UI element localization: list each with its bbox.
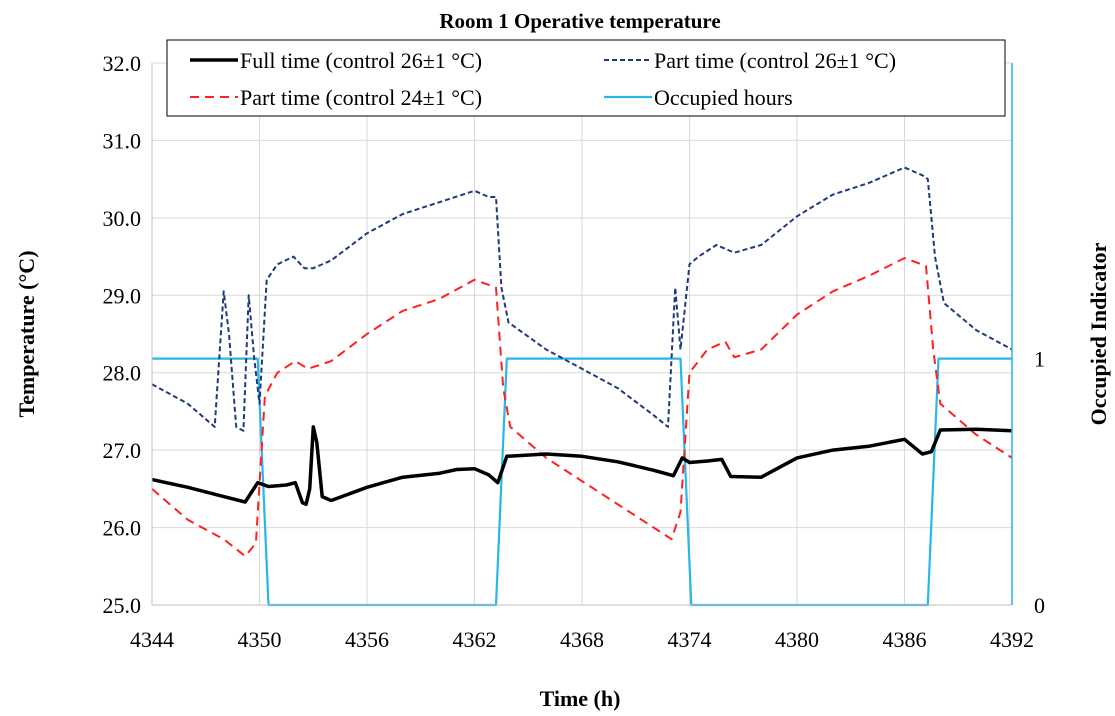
x-tick-label: 4362 (453, 627, 497, 652)
y-tick-labels: 25.0 26.0 27.0 28.0 29.0 30.0 31.0 32.0 (103, 51, 142, 618)
x-tick-label: 4392 (990, 627, 1034, 652)
y2-tick-labels: 01 (1034, 347, 1045, 618)
legend-label-2: Part time (control 24±1 °C) (240, 85, 482, 110)
x-tick-label: 4368 (560, 627, 604, 652)
y-tick-label: 28.0 (103, 361, 142, 386)
series-line-0 (151, 425, 1013, 507)
y-tick-label: 31.0 (103, 128, 142, 153)
y-tick-label: 27.0 (103, 438, 142, 463)
y-tick-label: 26.0 (103, 516, 142, 541)
series-line-3 (152, 357, 1012, 607)
y-tick-label: 30.0 (103, 206, 142, 231)
x-tick-label: 4344 (130, 627, 174, 652)
x-tick-label: 4350 (238, 627, 282, 652)
y-axis-title: Temperature (°C) (14, 250, 39, 417)
legend-box (166, 39, 1006, 117)
x-axis-title: Time (h) (540, 686, 621, 711)
y2-tick-label: 1 (1034, 347, 1045, 372)
legend-label-1: Part time (control 26±1 °C) (654, 48, 896, 73)
y-tick-label: 25.0 (103, 593, 142, 618)
x-tick-labels: 4344 4350 4356 4362 4368 4374 4380 4386 4392 (130, 627, 1034, 652)
x-tick-label: 4380 (775, 627, 819, 652)
y2-tick-label: 0 (1034, 593, 1045, 618)
y-tick-label: 29.0 (103, 283, 142, 308)
y2-axis-title: Occupied Indicator (1086, 242, 1111, 425)
series-line-2 (151, 257, 1013, 558)
y-tick-label: 32.0 (103, 51, 142, 76)
series-layer (151, 166, 1013, 607)
x-tick-label: 4386 (883, 627, 927, 652)
series-line-1 (151, 166, 1013, 432)
legend: Full time (control 26±1 °C) Part time (co… (166, 39, 1006, 117)
legend-label-3: Occupied hours (654, 85, 793, 110)
x-tick-label: 4374 (668, 627, 712, 652)
legend-label-0: Full time (control 26±1 °C) (240, 48, 482, 73)
chart-title: Room 1 Operative temperature (439, 9, 720, 33)
x-tick-label: 4356 (345, 627, 389, 652)
